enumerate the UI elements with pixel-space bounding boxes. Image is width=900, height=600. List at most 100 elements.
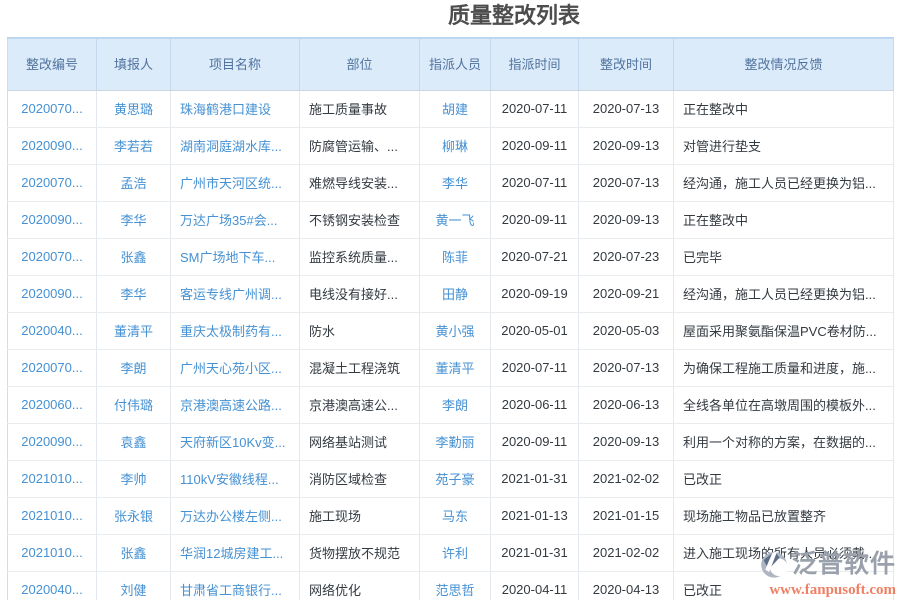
rectify-id-cell[interactable]: 2020070... — [7, 238, 97, 276]
filler-cell[interactable]: 袁鑫 — [96, 423, 171, 461]
assignee-cell[interactable]: 李华 — [419, 164, 491, 202]
project-name-cell[interactable]: 天府新区10Kv变... — [170, 423, 300, 461]
assignee-cell[interactable]: 黄小强 — [419, 312, 491, 350]
feedback-cell: 已完毕 — [673, 238, 894, 276]
rectify-time-cell: 2020-09-13 — [578, 201, 674, 239]
table-row: 2020070... 张鑫 SM广场地下车... 监控系统质量... 陈菲 2020-07… — [7, 238, 894, 276]
project-name-cell[interactable]: 万达办公楼左侧... — [170, 497, 300, 535]
column-header-assign-time: 指派时间 — [490, 38, 579, 91]
filler-cell[interactable]: 张鑫 — [96, 534, 171, 572]
assignee-cell[interactable]: 李朗 — [419, 386, 491, 424]
column-header-assignee: 指派人员 — [419, 38, 491, 91]
assign-time-cell: 2020-06-11 — [490, 386, 579, 424]
table-row: 2020060... 付伟璐 京港澳高速公路... 京港澳高速公... 李朗 2020-0… — [7, 386, 894, 424]
filler-cell[interactable]: 张永银 — [96, 497, 171, 535]
part-cell: 货物摆放不规范 — [299, 534, 420, 572]
rectify-id-cell[interactable]: 2021010... — [7, 460, 97, 498]
filler-cell[interactable]: 刘健 — [96, 571, 171, 600]
project-name-cell[interactable]: 华润12城房建工... — [170, 534, 300, 572]
assignee-cell[interactable]: 范思哲 — [419, 571, 491, 600]
filler-cell[interactable]: 李帅 — [96, 460, 171, 498]
assign-time-cell: 2021-01-13 — [490, 497, 579, 535]
part-cell: 防腐管运输、... — [299, 127, 420, 165]
feedback-cell: 进入施工现场的所有人员必须戴... — [673, 534, 894, 572]
feedback-cell: 已改正 — [673, 571, 894, 600]
rectify-id-cell[interactable]: 2020090... — [7, 275, 97, 313]
rectify-id-cell[interactable]: 2020070... — [7, 164, 97, 202]
assign-time-cell: 2020-09-19 — [490, 275, 579, 313]
part-cell: 施工质量事故 — [299, 90, 420, 128]
part-cell: 监控系统质量... — [299, 238, 420, 276]
filler-cell[interactable]: 黄思璐 — [96, 90, 171, 128]
assignee-cell[interactable]: 李勤丽 — [419, 423, 491, 461]
project-name-cell[interactable]: 广州天心苑小区... — [170, 349, 300, 387]
filler-cell[interactable]: 李华 — [96, 201, 171, 239]
assignee-cell[interactable]: 黄一飞 — [419, 201, 491, 239]
rectify-id-cell[interactable]: 2020060... — [7, 386, 97, 424]
feedback-cell: 全线各单位在高墩周围的模板外... — [673, 386, 894, 424]
part-cell: 电线没有接好... — [299, 275, 420, 313]
filler-cell[interactable]: 李若若 — [96, 127, 171, 165]
assign-time-cell: 2020-07-21 — [490, 238, 579, 276]
part-cell: 难燃导线安装... — [299, 164, 420, 202]
rectify-id-cell[interactable]: 2020040... — [7, 312, 97, 350]
column-header-rectify-id: 整改编号 — [7, 38, 97, 91]
assignee-cell[interactable]: 田静 — [419, 275, 491, 313]
assign-time-cell: 2020-04-11 — [490, 571, 579, 600]
assign-time-cell: 2020-05-01 — [490, 312, 579, 350]
rectify-id-cell[interactable]: 2020090... — [7, 423, 97, 461]
rectify-id-cell[interactable]: 2020040... — [7, 571, 97, 600]
project-name-cell[interactable]: 甘肃省工商银行... — [170, 571, 300, 600]
rectify-id-cell[interactable]: 2021010... — [7, 497, 97, 535]
filler-cell[interactable]: 董清平 — [96, 312, 171, 350]
assignee-cell[interactable]: 许利 — [419, 534, 491, 572]
rectify-time-cell: 2020-07-23 — [578, 238, 674, 276]
table-row: 2020090... 李若若 湖南洞庭湖水库... 防腐管运输、... 柳琳 2020-0… — [7, 127, 894, 165]
assignee-cell[interactable]: 苑子豪 — [419, 460, 491, 498]
rectify-time-cell: 2020-05-03 — [578, 312, 674, 350]
filler-cell[interactable]: 李华 — [96, 275, 171, 313]
project-name-cell[interactable]: 万达广场35#会... — [170, 201, 300, 239]
assignee-cell[interactable]: 胡建 — [419, 90, 491, 128]
rectify-time-cell: 2020-07-13 — [578, 349, 674, 387]
assign-time-cell: 2020-09-11 — [490, 423, 579, 461]
table-row: 2021010... 李帅 110kV安徽线程... 消防区域检查 苑子豪 2021-01… — [7, 460, 894, 498]
project-name-cell[interactable]: 珠海鹤港口建设 — [170, 90, 300, 128]
project-name-cell[interactable]: 客运专线广州调... — [170, 275, 300, 313]
filler-cell[interactable]: 付伟璐 — [96, 386, 171, 424]
rectify-id-cell[interactable]: 2020090... — [7, 127, 97, 165]
assignee-cell[interactable]: 陈菲 — [419, 238, 491, 276]
table-header: 整改编号 填报人 项目名称 部位 指派人员 指派时间 整改时间 整改情况反馈 — [7, 38, 894, 91]
project-name-cell[interactable]: SM广场地下车... — [170, 238, 300, 276]
table-body: 2020070... 黄思璐 珠海鹤港口建设 施工质量事故 胡建 2020-07-11 20… — [7, 90, 894, 600]
assign-time-cell: 2020-07-11 — [490, 349, 579, 387]
project-name-cell[interactable]: 110kV安徽线程... — [170, 460, 300, 498]
feedback-cell: 已改正 — [673, 460, 894, 498]
rectify-time-cell: 2021-02-02 — [578, 534, 674, 572]
rectify-id-cell[interactable]: 2020090... — [7, 201, 97, 239]
assign-time-cell: 2021-01-31 — [490, 460, 579, 498]
filler-cell[interactable]: 李朗 — [96, 349, 171, 387]
assignee-cell[interactable]: 柳琳 — [419, 127, 491, 165]
project-name-cell[interactable]: 重庆太极制药有... — [170, 312, 300, 350]
assignee-cell[interactable]: 马东 — [419, 497, 491, 535]
part-cell: 消防区域检查 — [299, 460, 420, 498]
table-row: 2020070... 黄思璐 珠海鹤港口建设 施工质量事故 胡建 2020-07-11 20… — [7, 90, 894, 128]
filler-cell[interactable]: 孟浩 — [96, 164, 171, 202]
rectify-id-cell[interactable]: 2020070... — [7, 349, 97, 387]
filler-cell[interactable]: 张鑫 — [96, 238, 171, 276]
project-name-cell[interactable]: 广州市天河区统... — [170, 164, 300, 202]
rectify-id-cell[interactable]: 2021010... — [7, 534, 97, 572]
assignee-cell[interactable]: 董清平 — [419, 349, 491, 387]
project-name-cell[interactable]: 湖南洞庭湖水库... — [170, 127, 300, 165]
rectify-time-cell: 2021-01-15 — [578, 497, 674, 535]
rectify-id-cell[interactable]: 2020070... — [7, 90, 97, 128]
project-name-cell[interactable]: 京港澳高速公路... — [170, 386, 300, 424]
table-row: 2020040... 刘健 甘肃省工商银行... 网络优化 范思哲 2020-04-11 2… — [7, 571, 894, 600]
part-cell: 混凝土工程浇筑 — [299, 349, 420, 387]
assign-time-cell: 2020-07-11 — [490, 164, 579, 202]
table-row: 2020040... 董清平 重庆太极制药有... 防水 黄小强 2020-05-01 20… — [7, 312, 894, 350]
table-row: 2021010... 张鑫 华润12城房建工... 货物摆放不规范 许利 2021-01-… — [7, 534, 894, 572]
table-row: 2021010... 张永银 万达办公楼左侧... 施工现场 马东 2021-01-13 2… — [7, 497, 894, 535]
feedback-cell: 正在整改中 — [673, 90, 894, 128]
